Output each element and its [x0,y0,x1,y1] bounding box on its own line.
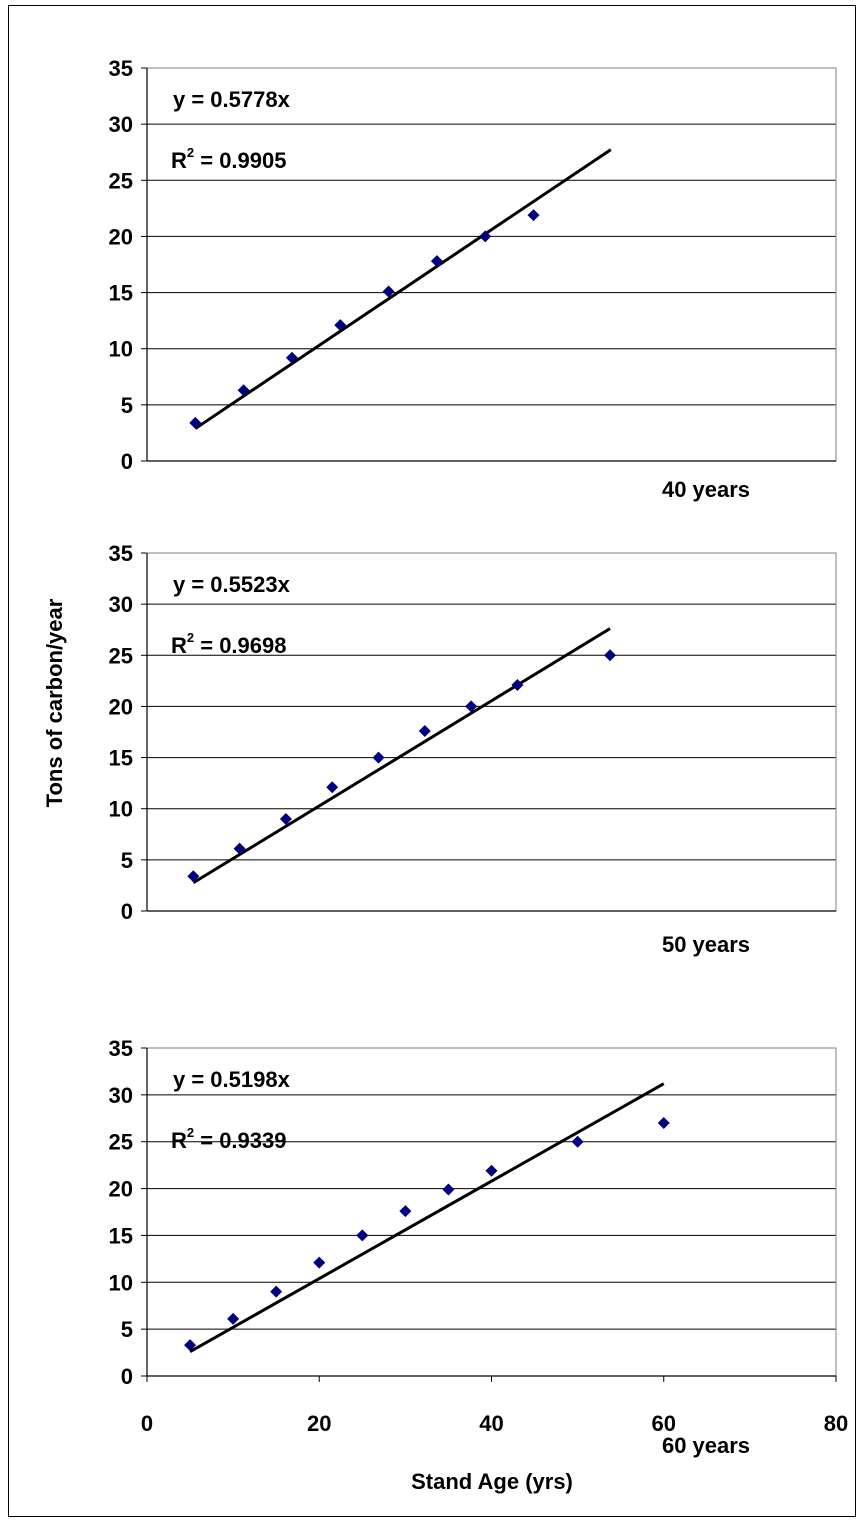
x-tick-label: 20 [307,1411,331,1436]
y-tick-label: 30 [109,592,133,617]
data-point [527,209,540,222]
y-tick-label: 15 [109,281,133,306]
y-tick-label: 30 [109,112,133,137]
data-point [418,724,431,737]
trendline-equation: y = 0.5778x [173,87,291,112]
y-tick-label: 5 [121,1317,133,1342]
data-point [313,1256,326,1269]
y-tick-label: 20 [109,694,133,719]
data-point [372,751,385,764]
y-tick-label: 25 [109,168,133,193]
trendline-equation: y = 0.5198x [173,1067,291,1092]
y-tick-label: 15 [109,1223,133,1248]
y-tick-label: 30 [109,1083,133,1108]
y-tick-label: 20 [109,1177,133,1202]
data-point [326,781,339,794]
data-point [184,1339,197,1352]
data-point [334,319,347,332]
x-tick-label: 80 [824,1411,848,1436]
x-tick-label: 40 [479,1411,503,1436]
x-tick-label: 0 [141,1411,153,1436]
plot-area-border [146,552,837,912]
y-tick-label: 10 [109,337,133,362]
y-tick-label: 35 [109,1036,133,1061]
data-point [285,351,298,364]
data-point [237,384,250,397]
plot-area-border [146,67,837,462]
data-point [465,700,478,713]
x-axis-label: Stand Age (yrs) [411,1469,573,1494]
trendline [189,1082,665,1353]
plot-area-border [146,1047,837,1377]
r-squared-label: R2 = 0.9698 [171,630,287,658]
y-tick-label: 15 [109,746,133,771]
data-point [187,870,200,883]
y-tick-label: 10 [109,797,133,822]
trendline [192,627,611,885]
trendline-equation: y = 0.5523x [173,572,291,597]
data-point [479,230,492,243]
data-point [382,285,395,298]
data-point [279,812,292,825]
data-point [571,1135,584,1148]
data-point [442,1183,455,1196]
x-tick-label: 60 [652,1411,676,1436]
data-point [399,1205,412,1218]
y-tick-label: 5 [121,393,133,418]
r-squared-label: R2 = 0.9339 [171,1125,287,1153]
y-tick-label: 0 [121,449,133,474]
y-tick-label: 0 [121,1364,133,1389]
y-tick-label: 10 [109,1270,133,1295]
y-tick-label: 35 [109,541,133,566]
panel-label: 40 years [662,477,750,502]
y-tick-label: 25 [109,1130,133,1155]
panel-label: 60 years [662,1433,750,1458]
figure-frame [8,5,856,1517]
data-point [356,1229,369,1242]
data-point [485,1164,498,1177]
trendline [194,148,612,430]
data-point [657,1116,670,1129]
y-tick-label: 35 [109,56,133,81]
data-point [270,1285,283,1298]
data-point [604,649,617,662]
r-squared-label: R2 = 0.9905 [171,145,287,173]
data-point [511,678,524,691]
y-tick-label: 20 [109,224,133,249]
y-tick-label: 0 [121,899,133,924]
panel-label: 50 years [662,932,750,957]
data-point [227,1312,240,1325]
y-axis-label: Tons of carbon/year [42,598,67,807]
data-point [233,842,246,855]
y-tick-label: 5 [121,848,133,873]
data-point [189,416,202,429]
data-point [430,255,443,268]
y-tick-label: 25 [109,643,133,668]
